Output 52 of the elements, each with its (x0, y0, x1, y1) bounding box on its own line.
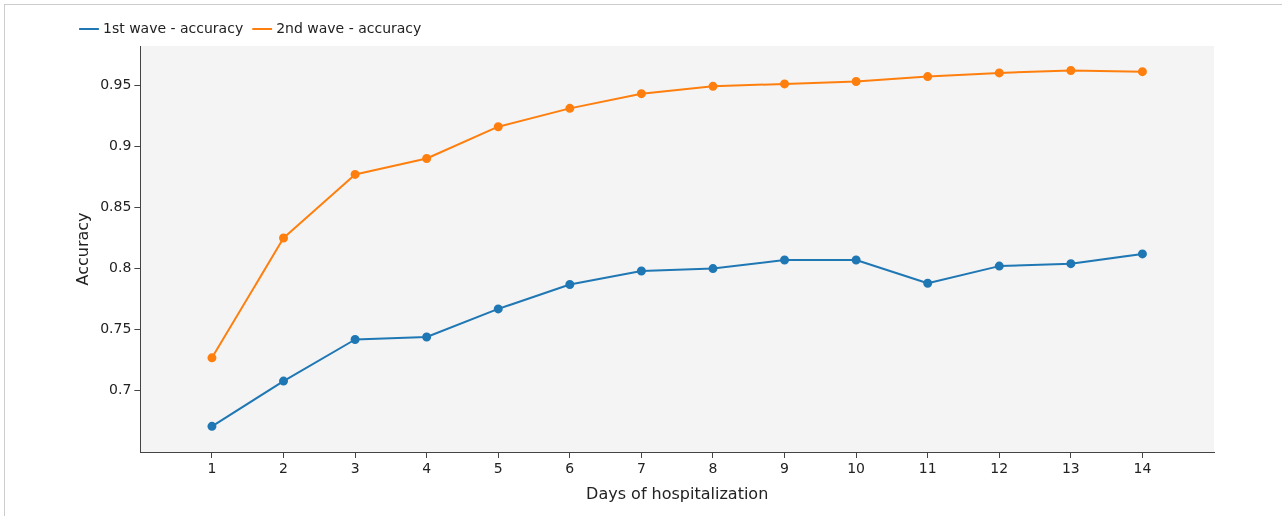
x-tick-label: 14 (1133, 460, 1152, 477)
point (780, 79, 790, 89)
x-tick-label: 13 (1061, 460, 1080, 477)
point (708, 264, 718, 274)
x-tick-label: 11 (918, 460, 937, 477)
point (350, 334, 360, 344)
point (207, 353, 217, 363)
point (636, 266, 646, 276)
point (565, 279, 575, 289)
x-tick-label: 4 (422, 460, 432, 477)
point (1066, 65, 1076, 75)
point (493, 304, 503, 314)
point (994, 261, 1004, 271)
y-tick-label: 0.75 (100, 320, 132, 337)
y-tick-label: 0.9 (109, 136, 132, 153)
point (780, 255, 790, 265)
y-tick-label: 0.8 (109, 259, 132, 276)
legend-label: 1st wave - accuracy (103, 19, 244, 36)
point (565, 103, 575, 113)
y-axis-title: Accuracy (72, 212, 92, 286)
point (923, 278, 933, 288)
x-tick-label: 8 (708, 460, 718, 477)
x-tick-label: 3 (350, 460, 360, 477)
point (1066, 259, 1076, 269)
point (1137, 67, 1147, 77)
x-axis-title: Days of hospitalization (586, 483, 769, 503)
y-tick-label: 0.85 (100, 198, 132, 215)
legend-label: 2nd wave - accuracy (276, 19, 422, 36)
point (279, 376, 289, 386)
x-tick-label: 6 (565, 460, 575, 477)
y-tick-label: 0.95 (100, 75, 132, 92)
x-tick-label: 1 (207, 460, 217, 477)
point (708, 81, 718, 91)
point (350, 169, 360, 179)
x-tick-label: 9 (780, 460, 790, 477)
point (422, 154, 432, 164)
point (851, 76, 861, 86)
x-tick-label: 2 (279, 460, 288, 477)
point (279, 233, 289, 243)
point (1137, 249, 1147, 259)
point (207, 421, 217, 431)
x-tick-label: 7 (636, 460, 646, 477)
point (994, 68, 1004, 78)
point (422, 332, 432, 342)
point (636, 89, 646, 99)
point (493, 122, 503, 132)
y-tick-label: 0.7 (109, 381, 132, 398)
x-tick-label: 10 (847, 460, 866, 477)
point (851, 255, 861, 265)
point (923, 72, 933, 82)
x-tick-label: 5 (493, 460, 503, 477)
x-tick-label: 12 (990, 460, 1009, 477)
